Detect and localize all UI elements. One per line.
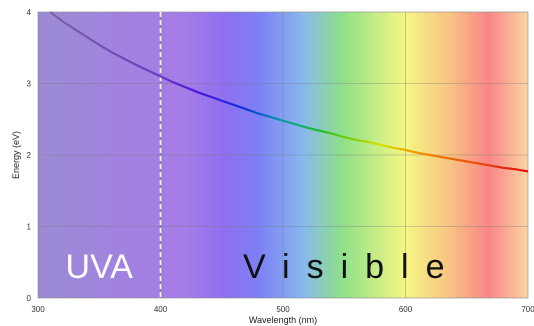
- x-tick-label: 500: [276, 305, 290, 314]
- x-axis-title: Wavelength (nm): [249, 315, 317, 325]
- x-tick-label: 300: [31, 305, 45, 314]
- gridlines: [38, 12, 528, 298]
- y-tick-label: 1: [27, 223, 32, 232]
- y-tick-label: 2: [27, 151, 32, 160]
- x-tick-label: 400: [154, 305, 168, 314]
- x-tick-label: 700: [521, 305, 534, 314]
- y-tick-label: 0: [27, 294, 32, 303]
- x-tick-label: 600: [399, 305, 413, 314]
- annotation-uva: UVA: [66, 248, 134, 286]
- y-tick-label: 3: [27, 80, 32, 89]
- y-tick-label: 4: [27, 8, 32, 17]
- annotation-visible: Visible: [243, 248, 462, 286]
- plot-frame: [37, 11, 529, 299]
- energy-curve-line: [49, 11, 529, 173]
- y-axis-title: Energy (eV): [11, 131, 21, 179]
